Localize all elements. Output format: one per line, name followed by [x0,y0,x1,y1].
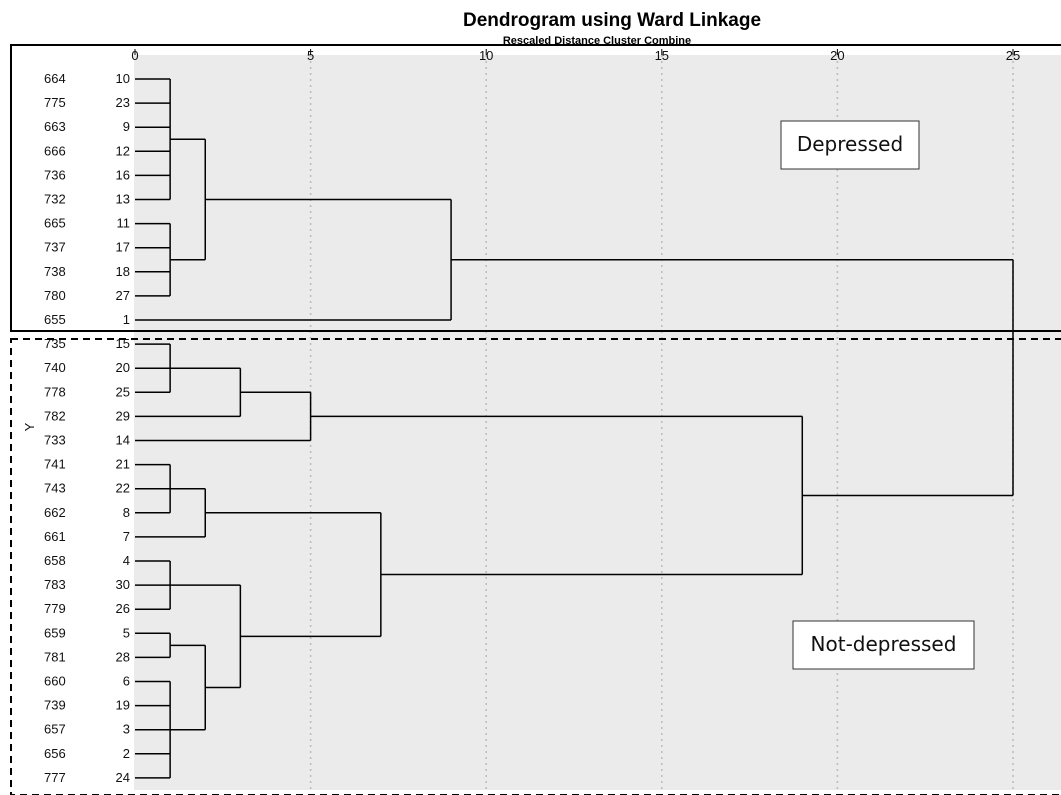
x-tick-label: 20 [830,48,844,63]
x-tick-label: 10 [479,48,493,63]
y-axis-label: Y [22,422,37,431]
leaf-case-number: 14 [116,433,130,448]
leaf-case-number: 23 [116,95,130,110]
leaf-case-number: 11 [117,216,131,231]
leaf-id-label: 664 [44,71,66,86]
dendrogram-links [135,78,1014,779]
leaf-case-number: 29 [116,408,130,423]
leaf-id-label: 665 [44,216,66,231]
leaf-case-number: 16 [116,167,130,182]
group-label-box [780,120,920,170]
leaf-case-number: 3 [123,722,130,737]
leaf-case-number: 9 [123,119,130,134]
leaf-id-label: 737 [44,240,66,255]
leaf-id-label: 778 [44,384,66,399]
leaf-case-number: 30 [116,577,130,592]
x-tick-label: 0 [131,48,138,63]
leaf-case-number: 27 [116,288,130,303]
leaf-id-label: 656 [44,746,66,761]
leaf-case-number: 12 [116,143,130,158]
group-label-text: Depressed [797,132,903,156]
chart-title: Dendrogram using Ward Linkage [463,10,761,31]
x-tick-label: 15 [655,48,669,63]
leaf-case-number: 24 [116,770,130,785]
leaf-id-label: 732 [44,192,66,207]
leaf-id-label: 663 [44,119,66,134]
x-tick-label: 5 [307,48,314,63]
leaf-case-number: 22 [116,481,130,496]
x-axis-ticks: 0 5 10 15 20 25 [131,48,1020,63]
leaf-id-label: 780 [44,288,66,303]
leaf-id-label: 777 [44,770,66,785]
leaf-id-label: 775 [44,95,66,110]
leaf-id-label: 657 [44,722,66,737]
leaf-id-label: 662 [44,505,66,520]
leaf-id-label: 736 [44,167,66,182]
group-label-box [792,620,975,670]
leaf-id-label: 779 [44,601,66,616]
leaf-case-number: 1 [123,312,130,327]
leaf-case-number: 8 [123,505,130,520]
x-tick-label: 25 [1006,48,1020,63]
leaf-id-label: 661 [44,529,66,544]
leaf-id-label: 655 [44,312,66,327]
group-border-depressed [10,44,1061,332]
leaf-id-label: 666 [44,143,66,158]
leaf-id-label: 740 [44,360,66,375]
leaf-case-number: 6 [123,674,130,689]
leaf-id-label: 741 [44,457,66,472]
leaf-id-label: 738 [44,264,66,279]
leaf-case-number: 13 [116,192,130,207]
leaf-id-label: 782 [44,408,66,423]
leaf-case-number: 7 [123,529,130,544]
leaf-case-number: 17 [116,240,130,255]
leaf-id-label: 733 [44,433,66,448]
cluster-groups: Depressed Not-depressed [10,44,1061,795]
leaf-case-number: 26 [116,601,130,616]
leaf-id-label: 659 [44,625,66,640]
leaf-case-number: 28 [116,649,130,664]
leaf-case-number: 19 [116,698,130,713]
leaf-case-number: 4 [123,553,130,568]
leaf-id-label: 743 [44,481,66,496]
leaf-case-number: 20 [116,360,130,375]
leaf-case-number: 18 [116,264,130,279]
leaf-id-label: 783 [44,577,66,592]
leaf-id-label: 739 [44,698,66,713]
leaf-case-number: 25 [116,384,130,399]
leaf-case-number: 21 [116,457,130,472]
leaf-id-label: 660 [44,674,66,689]
plot-background [134,55,1061,790]
leaf-case-number: 10 [116,71,130,86]
group-border-not-depressed [10,338,1061,795]
leaf-id-label: 658 [44,553,66,568]
group-label-text: Not-depressed [811,632,957,656]
leaf-case-number: 2 [123,746,130,761]
leaf-id-label: 781 [44,649,66,664]
leaf-case-number: 5 [123,625,130,640]
